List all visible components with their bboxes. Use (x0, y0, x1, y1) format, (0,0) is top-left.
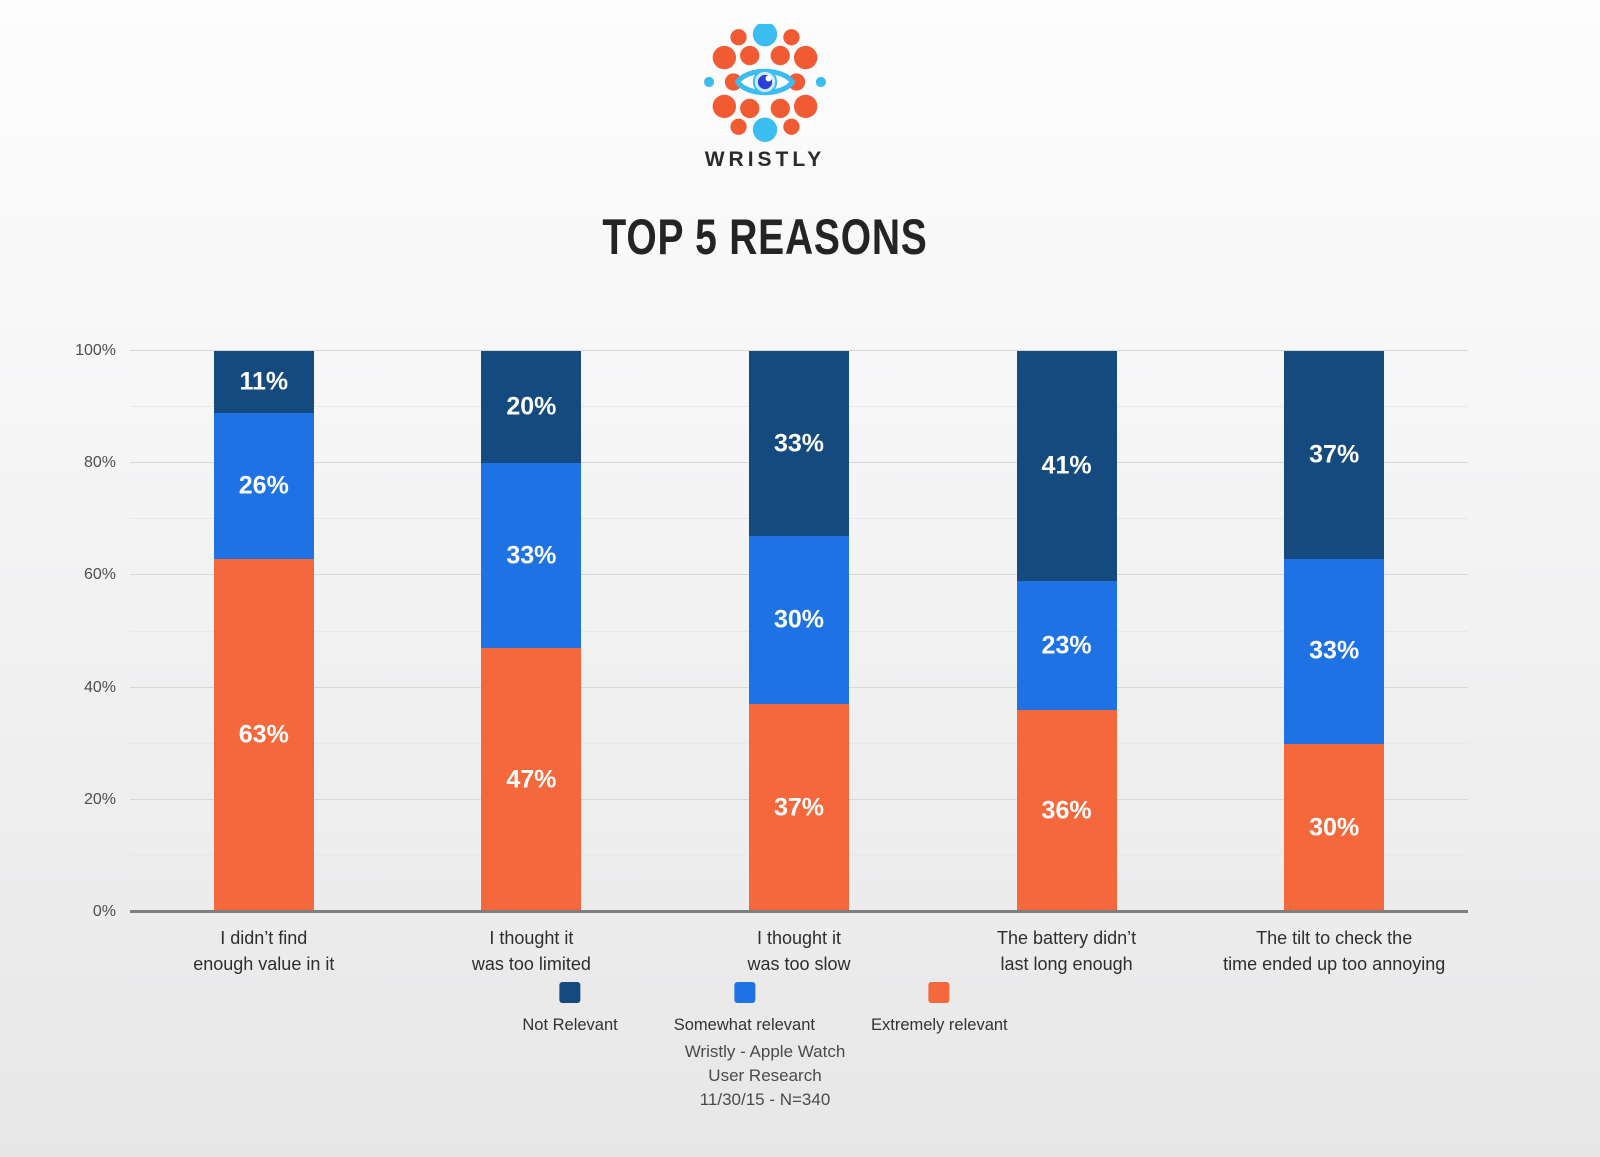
bar-value-label: 47% (506, 765, 557, 794)
bar-segment: 47% (481, 648, 582, 912)
legend: Not Relevant Somewhat relevant Extremely r… (522, 982, 1008, 1035)
category-label-line: I thought it (489, 928, 574, 948)
bar-column: 37% 33% 30% (1200, 351, 1468, 912)
category-label-line: enough value in it (193, 954, 335, 974)
bar-value-label: 23% (1041, 631, 1092, 659)
wristly-wordmark: WRISTLY (704, 148, 826, 171)
bar-segment: 36% (1016, 710, 1117, 912)
y-axis-tick-label: 0% (92, 903, 116, 920)
bar-segment: 23% (1016, 581, 1117, 711)
bar-segment: 37% (748, 704, 849, 912)
bar-segment: 37% (1284, 351, 1385, 559)
x-axis-category-label: The battery didn’t last long enough (933, 925, 1201, 977)
y-axis-tick-label: 60% (83, 566, 116, 584)
x-axis-labels: I didn’t find enough value in it I thought… (130, 925, 1468, 977)
chart-plot-area: 0% 20% 40% 60% 80% 100% 11% 26% 63% 20% 33% 47% 33%… (75, 342, 1468, 974)
stacked-bar: 33% 30% 37% (748, 351, 849, 912)
category-label-line: last long enough (1000, 954, 1133, 974)
bar-segment: 33% (1284, 558, 1385, 744)
bar-value-label: 30% (1309, 813, 1360, 842)
legend-label: Extremely relevant (871, 1016, 1008, 1034)
legend-swatch (928, 982, 950, 1003)
category-label-line: time ended up too annoying (1223, 954, 1446, 974)
bar-segment: 20% (481, 351, 582, 464)
category-label-line: was too slow (747, 954, 851, 974)
bar-value-label: 63% (238, 720, 289, 749)
bar-value-label: 33% (506, 541, 557, 570)
x-axis-category-label: The tilt to check the time ended up too a… (1200, 925, 1468, 977)
legend-label: Somewhat relevant (673, 1016, 815, 1034)
wristly-logo: WRISTLY (704, 24, 826, 172)
bar-segment: 26% (213, 412, 314, 559)
legend-swatch (559, 982, 581, 1003)
bar-value-label: 11% (239, 367, 289, 396)
legend-item: Somewhat relevant (674, 982, 815, 1035)
bar-segment: 33% (748, 351, 849, 537)
x-axis-category-label: I didn’t find enough value in it (130, 925, 398, 977)
bar-value-label: 20% (506, 392, 557, 421)
bar-segment: 11% (213, 351, 314, 413)
category-label-line: I didn’t find (220, 928, 308, 948)
bar-value-label: 30% (773, 605, 824, 634)
legend-item: Extremely relevant (871, 982, 1008, 1035)
chart-title: TOP 5 REASONS (602, 209, 928, 265)
bar-segment: 30% (1284, 743, 1385, 912)
y-axis-tick-label: 100% (75, 342, 116, 359)
stacked-bar: 20% 33% 47% (481, 351, 582, 912)
bar-column: 11% 26% 63% (130, 351, 398, 912)
y-axis-tick-label: 40% (83, 678, 116, 696)
source-line: Wristly - Apple Watch (684, 1042, 846, 1061)
bar-value-label: 41% (1041, 451, 1092, 480)
source-line: User Research (708, 1066, 822, 1085)
bar-column: 33% 30% 37% (665, 351, 933, 912)
stacked-bar: 41% 23% 36% (1016, 351, 1117, 912)
category-label-line: The tilt to check the (1256, 928, 1413, 948)
x-axis-line (130, 910, 1468, 913)
bars: 11% 26% 63% 20% 33% 47% 33% 30% 37% 41% 23% 36% 37% 3… (130, 351, 1468, 912)
bar-column: 41% 23% 36% (933, 351, 1201, 912)
bar-segment: 33% (481, 463, 582, 649)
bar-segment: 30% (748, 536, 849, 705)
bar-value-label: 33% (773, 429, 824, 458)
source-line: 11/30/15 - N=340 (699, 1090, 831, 1109)
stacked-bar: 37% 33% 30% (1284, 351, 1385, 912)
stacked-bar: 11% 26% 63% (213, 351, 314, 912)
gridline (130, 350, 1468, 351)
chart-source-note: Wristly - Apple Watch User Research 11/3… (685, 1040, 846, 1112)
bar-value-label: 36% (1041, 796, 1092, 825)
bar-segment: 41% (1016, 351, 1117, 581)
y-axis-tick-label: 20% (83, 790, 116, 808)
legend-swatch (733, 982, 755, 1003)
bar-value-label: 33% (1309, 636, 1360, 665)
x-axis-category-label: I thought it was too slow (665, 925, 933, 977)
category-label-line: was too limited (471, 954, 591, 974)
bar-column: 20% 33% 47% (398, 351, 666, 912)
category-label-line: I thought it (756, 928, 842, 948)
x-axis-category-label: I thought it was too limited (398, 925, 666, 977)
legend-item: Not Relevant (522, 982, 618, 1035)
category-label-line: The battery didn’t (997, 928, 1137, 948)
legend-label: Not Relevant (522, 1016, 618, 1034)
y-axis-tick-label: 80% (83, 454, 116, 472)
bar-value-label: 37% (1309, 440, 1360, 469)
bar-value-label: 37% (773, 793, 824, 822)
bar-value-label: 26% (238, 471, 289, 500)
wristly-eye-icon (704, 24, 826, 142)
bar-segment: 63% (213, 558, 314, 912)
